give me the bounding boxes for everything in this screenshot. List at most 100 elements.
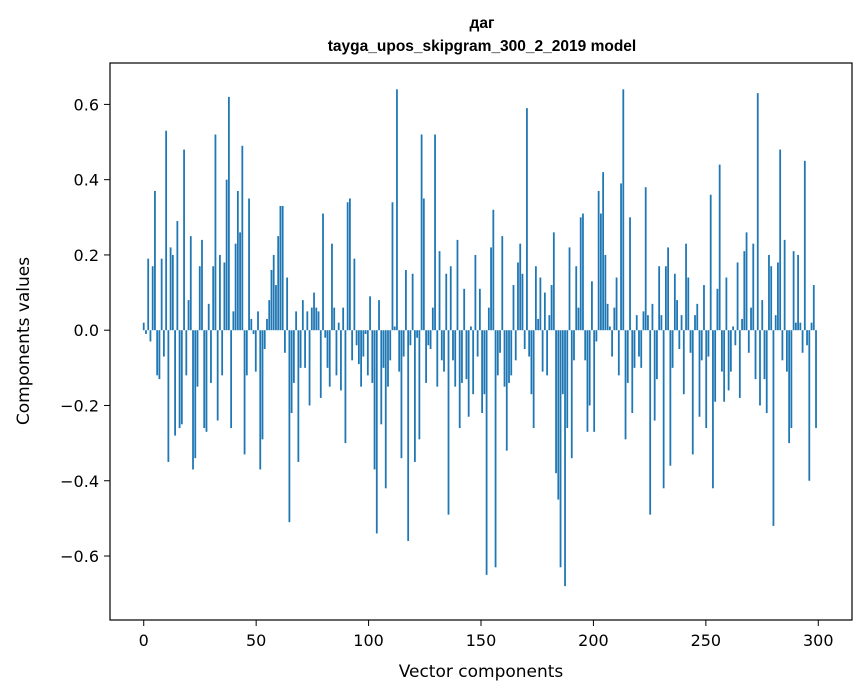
- bar-69: [297, 330, 300, 462]
- bar-99: [364, 330, 367, 334]
- bar-137: [449, 266, 452, 331]
- bar-83: [328, 330, 331, 387]
- bar-251: [705, 330, 708, 429]
- x-tick-label: 250: [691, 631, 722, 650]
- bar-58: [272, 254, 275, 331]
- bar-202: [595, 330, 598, 342]
- bar-73: [306, 311, 309, 331]
- bar-16: [178, 330, 181, 429]
- bar-198: [586, 330, 589, 432]
- bar-281: [772, 330, 775, 526]
- bar-284: [779, 149, 782, 331]
- bar-124: [420, 134, 423, 331]
- bar-136: [447, 330, 450, 515]
- chart-subtitle: tayga_upos_skipgram_300_2_2019 model: [328, 38, 636, 55]
- bar-211: [615, 277, 618, 331]
- bar-243: [687, 277, 690, 331]
- bar-26: [201, 239, 203, 331]
- bar-10: [165, 130, 168, 331]
- bar-23: [194, 330, 197, 459]
- bar-170: [523, 330, 526, 350]
- bar-7: [158, 330, 161, 380]
- bar-258: [721, 330, 723, 372]
- bar-64: [286, 277, 289, 331]
- bar-68: [295, 311, 298, 331]
- bar-100: [366, 330, 369, 376]
- bar-91: [346, 202, 349, 331]
- bar-131: [436, 330, 439, 387]
- bar-12: [169, 247, 172, 331]
- bar-4: [151, 266, 154, 331]
- bar-277: [763, 330, 766, 380]
- bar-287: [785, 330, 788, 372]
- bar-5: [154, 190, 156, 331]
- bar-113: [396, 89, 398, 331]
- bar-200: [591, 281, 593, 331]
- bar-120: [411, 273, 414, 331]
- bar-237: [673, 273, 676, 331]
- bar-35: [221, 330, 224, 376]
- bar-67: [292, 330, 295, 383]
- bar-25: [198, 266, 201, 331]
- bar-176: [537, 318, 540, 331]
- bar-94: [353, 258, 356, 331]
- bar-186: [559, 330, 562, 568]
- bar-111: [391, 202, 394, 331]
- bar-76: [313, 292, 315, 331]
- bar-274: [756, 93, 759, 331]
- x-axis-label: Vector components: [399, 662, 564, 682]
- bar-20: [187, 300, 190, 331]
- bar-75: [310, 307, 313, 331]
- bar-259: [723, 330, 726, 402]
- x-tick-label: 100: [353, 631, 384, 650]
- bar-236: [671, 330, 674, 368]
- bar-201: [593, 330, 596, 432]
- bar-138: [452, 330, 454, 361]
- bar-142: [461, 330, 463, 383]
- bar-257: [718, 164, 721, 331]
- bar-181: [548, 315, 551, 331]
- bar-45: [243, 330, 246, 455]
- bar-300: [815, 330, 817, 429]
- bar-24: [196, 330, 199, 387]
- bar-280: [770, 266, 773, 331]
- bar-299: [812, 285, 815, 331]
- bar-185: [557, 330, 560, 500]
- bar-154: [487, 307, 490, 331]
- bar-164: [510, 330, 513, 376]
- bar-29: [207, 303, 210, 331]
- bar-0: [142, 322, 145, 331]
- bar-163: [508, 330, 510, 383]
- bar-126: [425, 330, 427, 383]
- bar-269: [745, 232, 748, 331]
- bar-104: [375, 330, 378, 534]
- bar-174: [532, 330, 535, 429]
- bar-288: [788, 330, 791, 444]
- bar-267: [741, 318, 743, 331]
- bar-261: [727, 330, 730, 391]
- bar-118: [407, 330, 410, 541]
- bar-47: [248, 198, 250, 331]
- bar-182: [550, 285, 553, 331]
- bar-112: [393, 326, 396, 331]
- bar-80: [322, 213, 324, 331]
- bar-153: [485, 330, 488, 575]
- bar-191: [570, 330, 573, 459]
- bar-297: [808, 330, 811, 481]
- bar-270: [747, 330, 750, 353]
- bar-194: [577, 307, 580, 331]
- bar-166: [514, 330, 517, 361]
- bar-276: [761, 300, 764, 331]
- y-tick-label: 0.6: [74, 95, 99, 114]
- bar-61: [279, 206, 282, 331]
- bar-97: [360, 330, 362, 387]
- bar-123: [418, 330, 421, 440]
- bar-214: [622, 89, 625, 331]
- bar-96: [357, 330, 360, 365]
- bar-31: [212, 266, 215, 331]
- bar-62: [281, 206, 284, 331]
- bar-103: [373, 330, 376, 470]
- bar-1: [145, 330, 147, 334]
